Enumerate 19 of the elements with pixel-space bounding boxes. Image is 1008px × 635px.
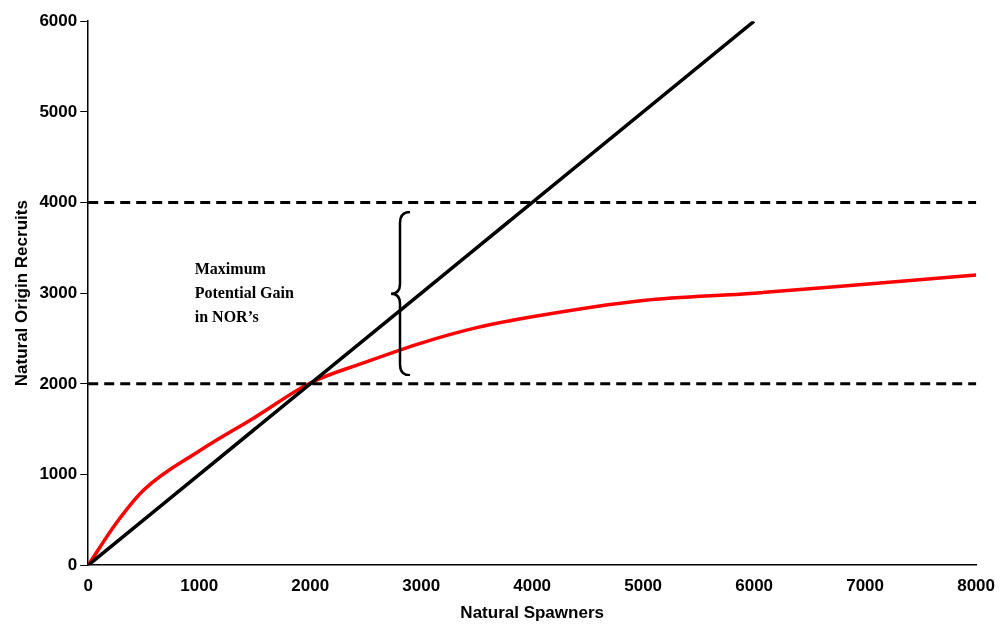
x-tick-label: 4000 [513, 576, 552, 596]
y-tick-label: 4000 [39, 192, 78, 212]
y-tick-label: 6000 [39, 10, 78, 30]
y-tick-label: 1000 [39, 464, 78, 484]
y-axis-title: Natural Origin Recruits [11, 200, 31, 387]
x-tick-label: 6000 [735, 576, 774, 596]
x-axis-title: Natural Spawners [460, 603, 604, 623]
annotation: Maximum Potential Gain in NOR’s [194, 259, 294, 328]
x-tick-label: 7000 [846, 576, 885, 596]
y-tick-label: 2000 [39, 373, 78, 393]
y-tick-label: 0 [67, 554, 78, 574]
y-tick-label: 3000 [39, 282, 78, 302]
x-tick-label: 0 [83, 576, 93, 596]
x-tick-label: 3000 [402, 576, 441, 596]
x-tick-label: 1000 [180, 576, 219, 596]
x-tick-label: 8000 [957, 576, 995, 596]
x-tick-label: 2000 [291, 576, 330, 596]
x-tick-label: 5000 [624, 576, 663, 596]
y-tick-label: 5000 [39, 101, 78, 121]
